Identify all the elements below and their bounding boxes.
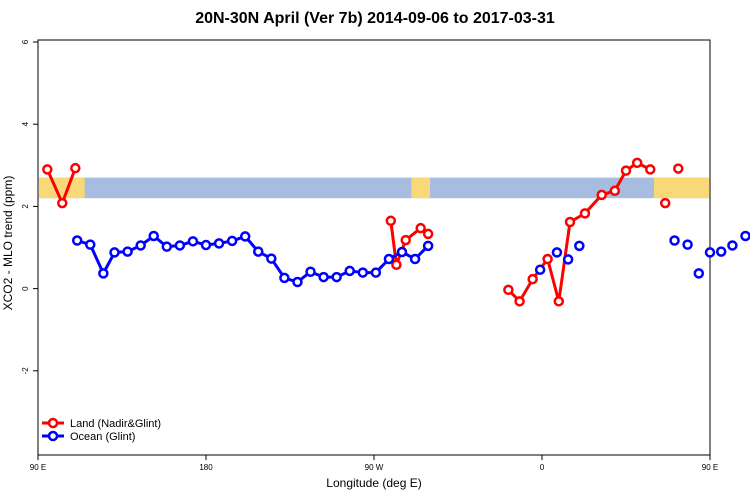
data-point bbox=[391, 259, 402, 271]
data-point bbox=[70, 162, 81, 174]
x-tick-label: 90 E bbox=[30, 463, 46, 472]
data-point bbox=[551, 247, 563, 258]
data-point bbox=[161, 241, 173, 252]
data-point bbox=[693, 268, 705, 279]
data-point bbox=[135, 240, 146, 251]
series-line bbox=[76, 234, 430, 284]
data-point bbox=[422, 228, 434, 240]
data-point bbox=[673, 163, 684, 174]
data-point bbox=[400, 234, 411, 246]
data-point bbox=[596, 189, 607, 201]
data-point bbox=[682, 239, 693, 250]
data-point bbox=[645, 164, 656, 175]
land-band bbox=[654, 177, 709, 199]
data-point bbox=[85, 239, 96, 250]
data-point bbox=[344, 265, 355, 277]
land-band bbox=[411, 177, 430, 199]
data-point bbox=[385, 215, 397, 227]
y-tick-label: 0 bbox=[21, 286, 30, 291]
data-point bbox=[514, 296, 525, 307]
data-point bbox=[542, 253, 553, 265]
chart-title: 20N-30N April (Ver 7b) 2014-09-06 to 201… bbox=[195, 10, 555, 27]
x-tick-label: 90 E bbox=[702, 463, 718, 472]
data-point bbox=[609, 185, 621, 197]
data-point bbox=[553, 296, 565, 307]
data-point bbox=[579, 208, 591, 219]
data-point bbox=[727, 240, 738, 251]
data-point bbox=[213, 238, 225, 249]
data-point bbox=[305, 266, 316, 277]
y-tick-label: 6 bbox=[21, 39, 30, 44]
data-point bbox=[527, 273, 538, 285]
land-band bbox=[39, 177, 85, 199]
data-point bbox=[562, 254, 574, 265]
data-point bbox=[357, 267, 369, 278]
data-point bbox=[631, 157, 643, 169]
y-tick-label: 4 bbox=[21, 121, 30, 126]
data-point bbox=[279, 272, 290, 284]
data-point bbox=[42, 164, 53, 175]
data-point bbox=[187, 236, 199, 247]
data-point bbox=[253, 246, 264, 257]
data-point bbox=[109, 247, 120, 258]
data-point bbox=[122, 246, 133, 257]
y-tick-label: -2 bbox=[21, 367, 30, 375]
data-point bbox=[422, 240, 434, 252]
data-point bbox=[659, 197, 671, 209]
legend-marker bbox=[47, 430, 59, 442]
data-point bbox=[98, 268, 109, 279]
x-tick-label: 0 bbox=[540, 463, 545, 472]
data-point bbox=[318, 271, 329, 283]
data-point bbox=[740, 230, 750, 242]
data-point bbox=[239, 231, 251, 242]
y-tick-label: 2 bbox=[21, 204, 30, 209]
data-point bbox=[620, 165, 632, 176]
data-point bbox=[409, 253, 421, 265]
data-point bbox=[669, 235, 680, 246]
data-point bbox=[331, 271, 342, 283]
data-point bbox=[383, 253, 395, 265]
data-point bbox=[715, 246, 727, 257]
data-point bbox=[226, 235, 238, 247]
data-point bbox=[57, 197, 68, 209]
data-point bbox=[574, 240, 585, 252]
x-tick-label: 90 W bbox=[365, 463, 384, 472]
data-point bbox=[370, 267, 382, 278]
ocean-band bbox=[39, 177, 709, 199]
data-point bbox=[415, 222, 426, 234]
data-point bbox=[292, 276, 303, 288]
data-point bbox=[534, 264, 546, 275]
legend-label: Ocean (Glint) bbox=[70, 431, 135, 443]
data-point bbox=[71, 235, 83, 246]
data-point bbox=[174, 240, 186, 251]
legend-marker bbox=[47, 417, 59, 429]
x-tick-label: 180 bbox=[199, 463, 213, 472]
data-point bbox=[148, 230, 159, 242]
data-point bbox=[200, 239, 212, 251]
legend-label: Land (Nadir&Glint) bbox=[70, 418, 161, 430]
data-point bbox=[396, 246, 408, 258]
y-axis-label: XCO2 - MLO trend (ppm) bbox=[1, 175, 15, 311]
data-point bbox=[564, 216, 576, 228]
data-point bbox=[704, 247, 716, 258]
data-point bbox=[266, 253, 277, 264]
x-axis-label: Longitude (deg E) bbox=[326, 476, 422, 490]
data-point bbox=[503, 284, 514, 296]
